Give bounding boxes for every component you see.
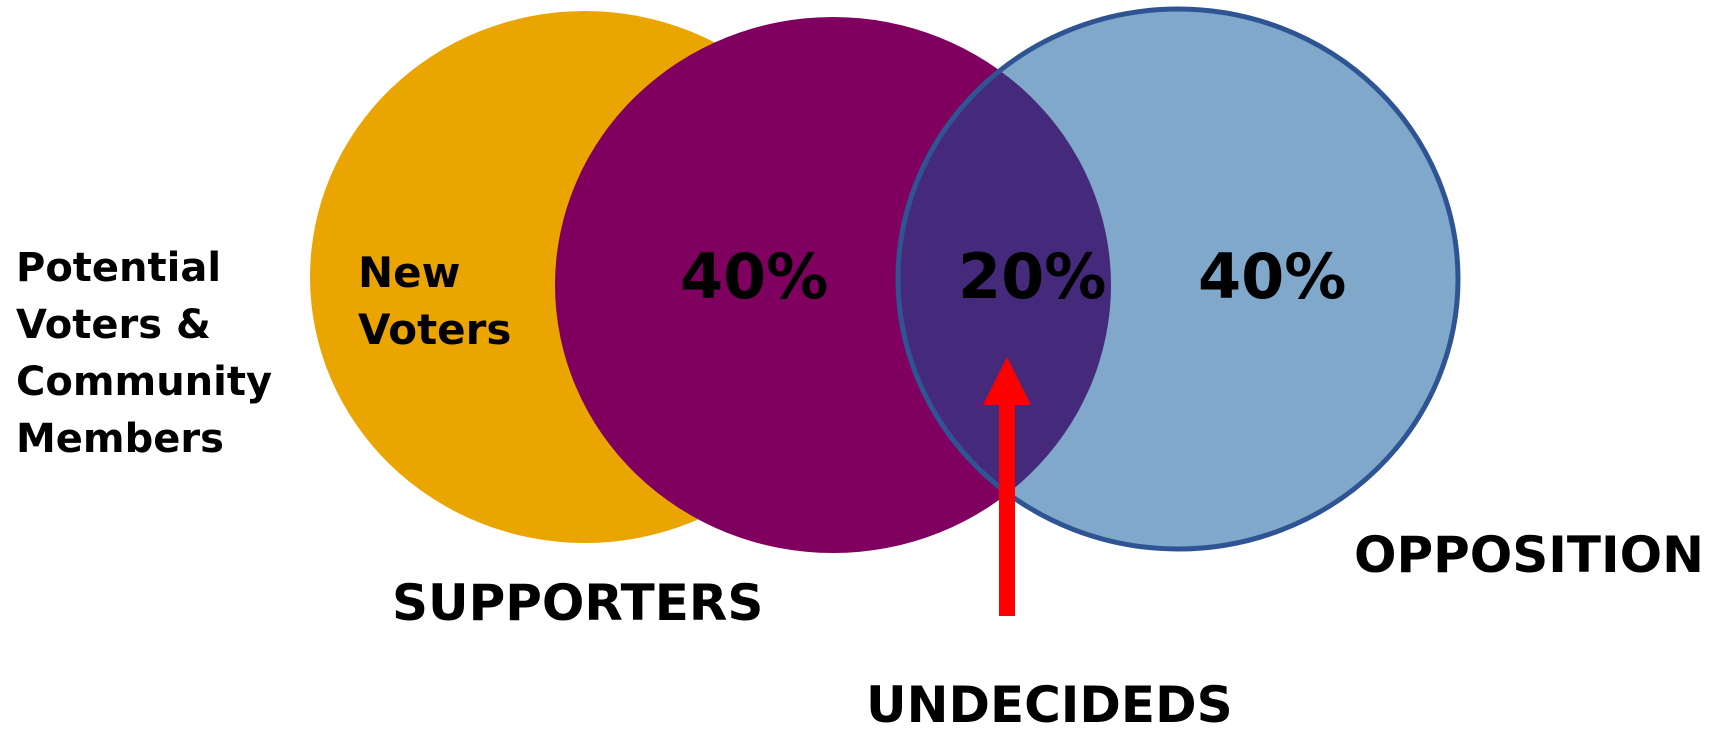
potential-voters-label: Potential Voters & Community Members [16,245,273,462]
undecideds-label: UNDECIDEDS [866,676,1233,734]
new-voters-label: New Voters [358,248,512,354]
opposition-percentage: 40% [1198,240,1347,313]
opposition-outline [895,6,1461,552]
opposition-label: OPPOSITION [1354,526,1704,584]
undecided-overlap [898,17,1111,549]
undecided-percentage: 20% [958,240,1107,313]
supporters-label: SUPPORTERS [392,574,764,632]
arrow-up-icon [983,357,1031,616]
supporters-percentage: 40% [680,240,829,313]
